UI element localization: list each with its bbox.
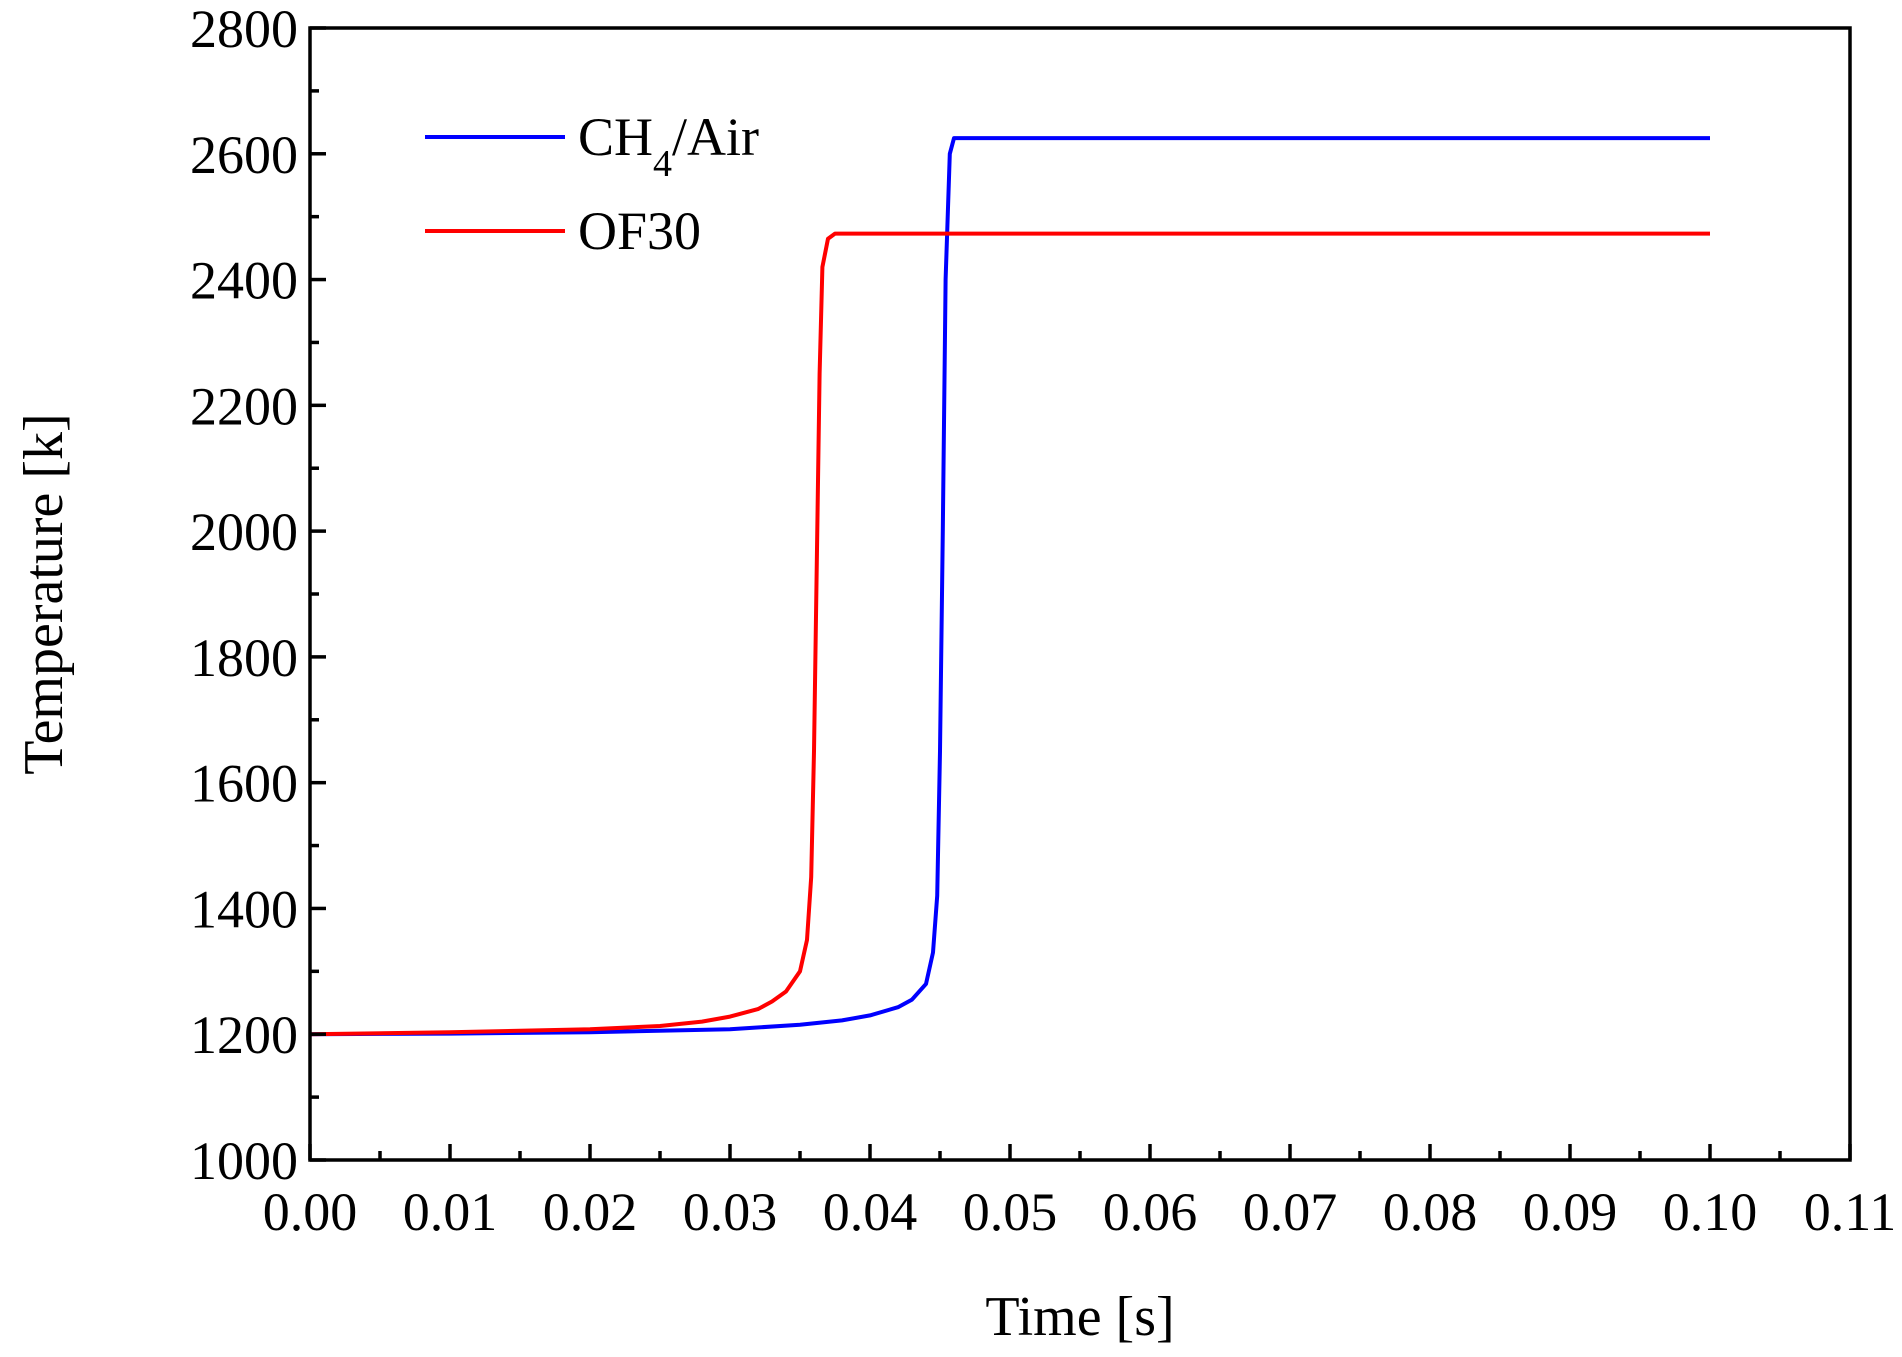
x-tick-label: 0.11: [1804, 1182, 1897, 1242]
x-tick-label: 0.10: [1663, 1182, 1758, 1242]
x-tick-label: 0.01: [403, 1182, 498, 1242]
series-line-2: [309, 231, 1710, 1037]
y-tick-label: 1400: [190, 879, 298, 939]
y-tick-label: 2400: [190, 251, 298, 311]
ticks-layer: [308, 26, 1852, 1162]
labels-layer: 0.00 0.01 0.02 0.03 0.04 0.05 0.06 0.07 0.08 0.09…: [190, 0, 1896, 1242]
y-axis-title: Temperature [k]: [13, 413, 75, 774]
x-tick-label: 0.04: [823, 1182, 918, 1242]
y-tick-label: 1000: [190, 1131, 298, 1191]
y-tick-label: 2600: [190, 125, 298, 185]
y-tick-label: 1800: [190, 628, 298, 688]
x-tick-label: 0.09: [1523, 1182, 1618, 1242]
x-tick-label: 0.08: [1383, 1182, 1478, 1242]
x-tick-label: 0.02: [543, 1182, 638, 1242]
y-tick-label: 2800: [190, 0, 298, 59]
y-tick-label: 2200: [190, 376, 298, 436]
y-tick-label: 1600: [190, 754, 298, 814]
plot-frame: [308, 26, 1852, 1162]
y-tick-label: 2000: [190, 502, 298, 562]
series-line-1: [309, 136, 1710, 1037]
series-layer: [309, 136, 1710, 1037]
legend-label-1: CH4/Air: [578, 107, 759, 185]
x-tick-label: 0.06: [1103, 1182, 1198, 1242]
x-tick-label: 0.07: [1243, 1182, 1338, 1242]
legend: CH4/Air OF30: [425, 107, 759, 261]
x-axis-title: Time [s]: [985, 1286, 1174, 1348]
legend-label-2: OF30: [578, 201, 701, 261]
x-tick-label: 0.05: [963, 1182, 1058, 1242]
y-tick-label: 1200: [190, 1005, 298, 1065]
x-tick-label: 0.03: [683, 1182, 778, 1242]
x-tick-label: 0.00: [263, 1182, 358, 1242]
